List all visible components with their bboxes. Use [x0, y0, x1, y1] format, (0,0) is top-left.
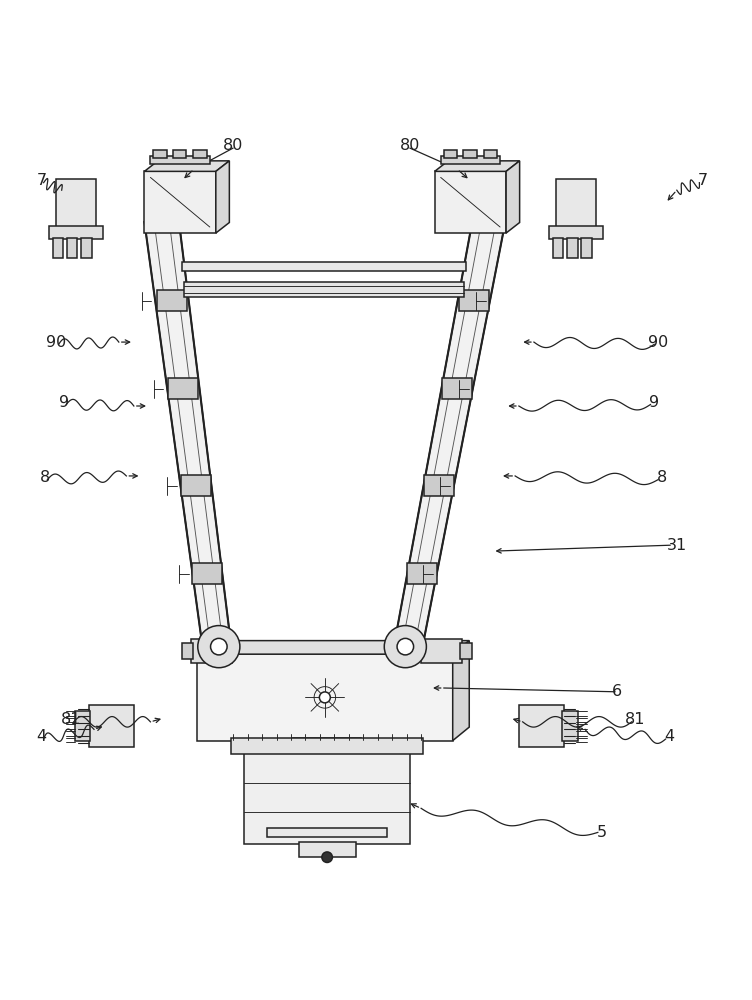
Bar: [193, 150, 207, 158]
Text: 9: 9: [649, 395, 660, 410]
Text: 90: 90: [47, 335, 66, 350]
Polygon shape: [435, 161, 520, 171]
Bar: [435, 171, 506, 233]
Bar: [553, 238, 563, 258]
Bar: [182, 262, 466, 271]
Bar: [144, 171, 216, 233]
Bar: [484, 150, 497, 158]
Text: 7: 7: [698, 173, 708, 188]
Circle shape: [320, 692, 330, 703]
Polygon shape: [197, 641, 469, 654]
Bar: [49, 226, 103, 239]
Bar: [193, 563, 223, 584]
Text: 8: 8: [656, 470, 667, 485]
Text: 4: 4: [36, 729, 47, 744]
Bar: [191, 639, 232, 663]
Bar: [442, 378, 472, 399]
Text: 80: 80: [399, 138, 420, 153]
Bar: [293, 738, 361, 752]
Text: 81: 81: [625, 712, 646, 727]
Bar: [67, 238, 77, 258]
Bar: [581, 238, 592, 258]
Bar: [182, 643, 193, 659]
Circle shape: [322, 852, 332, 862]
Bar: [562, 711, 578, 741]
Bar: [460, 643, 472, 659]
Bar: [567, 238, 578, 258]
Bar: [549, 226, 603, 239]
Bar: [244, 750, 410, 844]
Circle shape: [198, 626, 240, 668]
Text: 80: 80: [223, 138, 244, 153]
Bar: [421, 639, 462, 663]
Bar: [53, 238, 63, 258]
Text: 9: 9: [59, 395, 69, 410]
Text: 8: 8: [40, 470, 50, 485]
Bar: [81, 238, 92, 258]
Polygon shape: [506, 161, 520, 233]
Bar: [157, 290, 187, 311]
Bar: [407, 563, 437, 584]
Polygon shape: [453, 641, 469, 741]
Bar: [181, 475, 211, 496]
Bar: [173, 150, 186, 158]
Text: 81: 81: [61, 712, 82, 727]
Text: 31: 31: [667, 538, 687, 553]
Bar: [197, 654, 453, 741]
Bar: [459, 290, 489, 311]
Bar: [519, 705, 564, 747]
Bar: [75, 711, 90, 741]
Bar: [183, 282, 463, 297]
Text: 4: 4: [664, 729, 675, 744]
Bar: [267, 828, 387, 837]
Circle shape: [397, 638, 414, 655]
Text: 90: 90: [648, 335, 668, 350]
Text: 7: 7: [36, 173, 47, 188]
Circle shape: [211, 638, 227, 655]
Polygon shape: [144, 222, 233, 662]
Bar: [56, 179, 96, 228]
Bar: [231, 738, 423, 754]
Circle shape: [384, 626, 426, 668]
Bar: [299, 842, 356, 857]
Bar: [556, 179, 596, 228]
Bar: [150, 156, 210, 164]
Text: 5: 5: [596, 825, 607, 840]
Polygon shape: [391, 222, 505, 662]
Text: 6: 6: [611, 684, 622, 699]
Bar: [463, 150, 477, 158]
Polygon shape: [144, 161, 229, 171]
Bar: [168, 378, 199, 399]
Bar: [423, 475, 453, 496]
Bar: [153, 150, 167, 158]
Polygon shape: [216, 161, 229, 233]
Bar: [89, 705, 134, 747]
Bar: [444, 150, 457, 158]
Bar: [441, 156, 500, 164]
